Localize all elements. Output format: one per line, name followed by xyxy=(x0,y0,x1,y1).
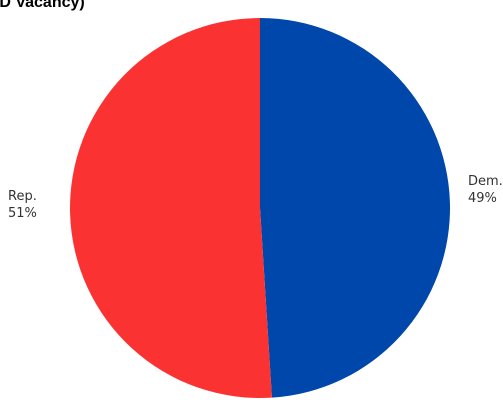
pie-slice-rep xyxy=(70,18,272,399)
slice-label-percent: 51% xyxy=(8,206,37,221)
slice-label-name: Rep. xyxy=(8,189,37,204)
slice-label-name: Dem. xyxy=(468,174,503,189)
chart-title: 1 D Vacancy) xyxy=(0,0,85,11)
slice-label-percent: 49% xyxy=(468,191,497,206)
pie-slice-dem xyxy=(260,18,451,398)
